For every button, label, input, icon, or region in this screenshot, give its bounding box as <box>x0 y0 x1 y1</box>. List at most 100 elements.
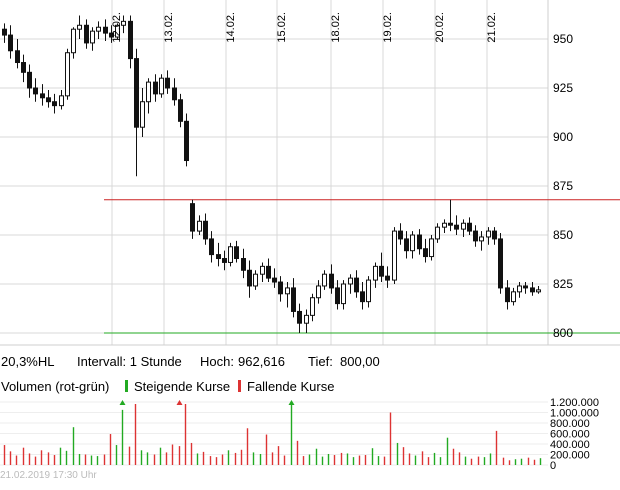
volume-tick-label: 1.000.000 <box>550 408 599 420</box>
interval-label: Intervall: 1 Stunde <box>77 354 182 369</box>
candle-body <box>153 81 158 95</box>
candle-body <box>134 58 139 128</box>
volume-tick-label: 600.000 <box>550 429 590 441</box>
candle-body <box>486 230 491 238</box>
candle-body <box>505 287 510 303</box>
candle-body <box>184 120 189 162</box>
candle-body <box>530 287 535 293</box>
candle-body <box>285 287 290 295</box>
candle-body <box>159 77 164 95</box>
candle-body <box>341 283 346 305</box>
candle-body <box>52 101 57 107</box>
price-tick-label: 825 <box>553 277 573 291</box>
candle-body <box>479 236 484 242</box>
volume-bars <box>0 400 548 466</box>
candle-body <box>404 238 409 252</box>
volume-tick-label: 800.000 <box>550 418 590 430</box>
high-value: 962,616 <box>238 354 285 369</box>
candle-body <box>392 230 397 281</box>
candle-body <box>266 265 271 279</box>
candle-body <box>373 265 378 281</box>
candle-body <box>410 234 415 252</box>
candle-body <box>228 246 233 263</box>
volume-tick-label: 400.000 <box>550 439 590 451</box>
candle-body <box>40 93 45 99</box>
candle-body <box>109 32 114 38</box>
candle-body <box>297 310 302 324</box>
volume-tick-label: 200.000 <box>550 450 590 462</box>
volume-tick-label: 0 <box>550 460 556 472</box>
date-tick-label: 15.02. <box>276 12 288 43</box>
candle-body <box>216 254 221 260</box>
candle-body <box>448 222 453 226</box>
candle-body <box>241 258 246 271</box>
price-tick-label: 900 <box>553 130 573 144</box>
candle-body <box>165 77 170 89</box>
legend-rising-label: Steigende Kurse <box>134 379 231 394</box>
candle-body <box>442 222 447 228</box>
candle-body <box>511 291 516 303</box>
candle-body <box>33 87 38 95</box>
legend-falling-label: Fallende Kurse <box>247 379 335 394</box>
candle-body <box>454 224 459 230</box>
candle-body <box>272 277 277 283</box>
candle-body <box>492 230 497 240</box>
candle-body <box>197 220 202 232</box>
candle-body <box>429 238 434 258</box>
candle-body <box>2 28 7 36</box>
candle-body <box>253 273 258 287</box>
legend-rising: Steigende Kurse <box>125 379 230 394</box>
volume-clip-arrow-icon <box>288 400 295 405</box>
volume-legend-title: Volumen (rot-grün) <box>1 379 110 394</box>
candle-body <box>322 273 327 287</box>
falling-swatch-icon <box>238 380 241 392</box>
candle-body <box>203 220 208 240</box>
date-tick-label: 19.02. <box>382 12 394 43</box>
date-tick-label: 20.02. <box>434 12 446 43</box>
candle-body <box>329 273 334 289</box>
candle-body <box>90 30 95 44</box>
volume-clip-arrow-icon <box>119 400 126 405</box>
candle-body <box>517 285 522 293</box>
candle-body <box>84 24 89 44</box>
candle-body <box>146 81 151 103</box>
date-tick-label: 21.02. <box>486 12 498 43</box>
candle-body <box>178 99 183 122</box>
trend-lines <box>104 199 620 334</box>
candle-body <box>172 87 177 101</box>
price-tick-label: 850 <box>553 228 573 242</box>
candle-body <box>461 222 466 230</box>
candle-body <box>8 34 13 52</box>
candle-body <box>385 275 390 281</box>
date-axis: 12.02. 13.02. 14.02. 15.02. 18.02. 19.02. 20.0… <box>111 12 498 43</box>
volume-axis: 0200.000400.000600.000800.0001.000.0001.… <box>550 397 599 472</box>
candle-body <box>435 226 440 240</box>
candle-body <box>21 62 26 73</box>
candle-body <box>103 26 108 34</box>
candle-body <box>121 20 126 26</box>
candle-body <box>209 238 214 256</box>
candle-body <box>15 50 20 64</box>
candle-body <box>473 230 478 242</box>
candle-body <box>260 265 265 275</box>
candle-body <box>46 97 51 103</box>
candle-body <box>128 20 133 60</box>
volume-clip-arrow-icon <box>176 400 183 405</box>
price-tick-label: 875 <box>553 179 573 193</box>
price-axis: 800 825 850 875 900 925 950 <box>553 32 573 340</box>
candle-body <box>190 203 195 232</box>
candle-body <box>417 234 422 250</box>
low-label: Tief: <box>308 354 333 369</box>
candle-body <box>536 289 541 293</box>
candle-body <box>222 258 227 263</box>
price-tick-label: 800 <box>553 326 573 340</box>
candle-body <box>366 279 371 303</box>
candle-body <box>310 297 315 316</box>
candle-body <box>423 248 428 258</box>
timestamp-footer: 21.02.2019 17:30 Uhr <box>0 470 97 481</box>
date-tick-label: 13.02. <box>163 12 175 43</box>
candle-body <box>335 287 340 305</box>
candle-body <box>278 281 283 295</box>
candle-body <box>65 52 70 97</box>
